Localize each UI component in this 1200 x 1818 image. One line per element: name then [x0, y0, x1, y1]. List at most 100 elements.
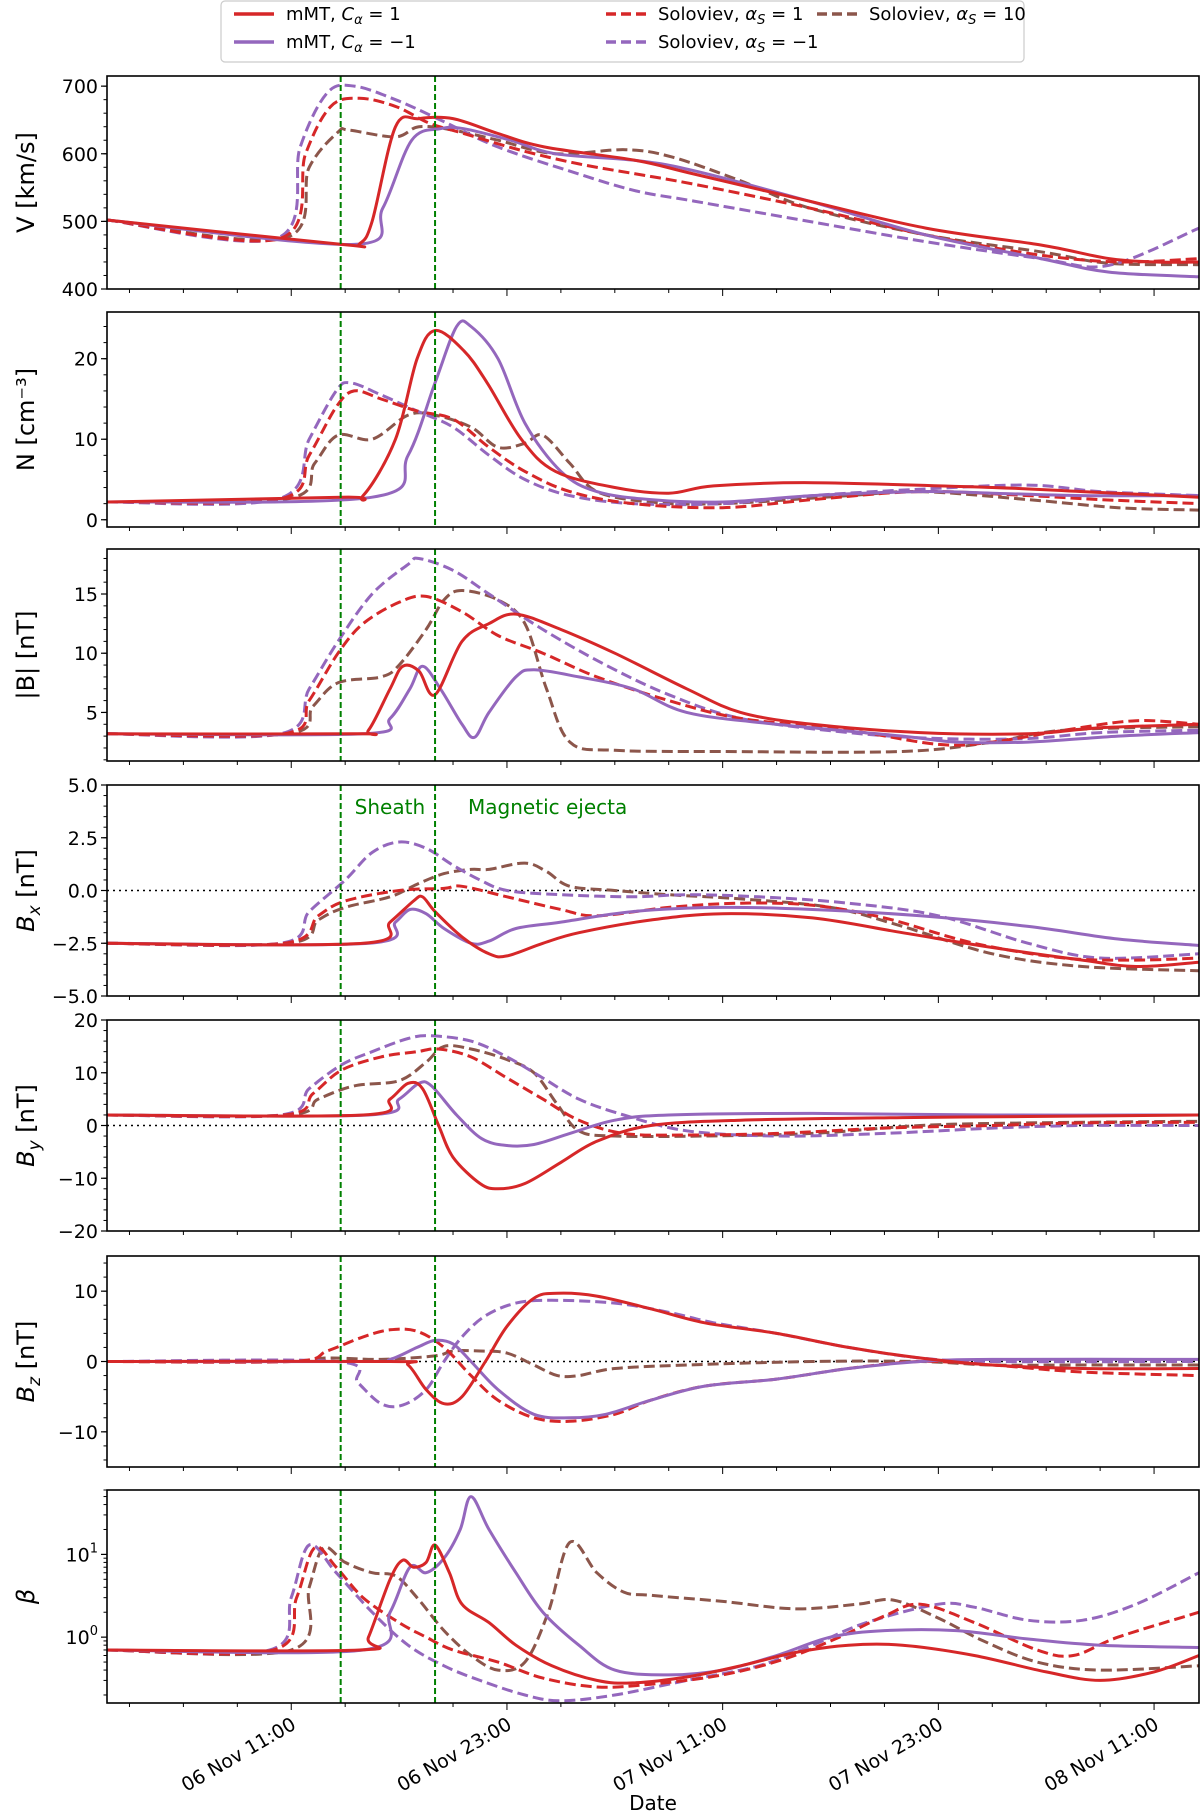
series-line-mmt_m1: [107, 1338, 1199, 1420]
legend-value: = 1: [765, 4, 803, 25]
series-line-mmt_p1: [107, 894, 1199, 969]
x-axis-label: Date: [629, 1791, 677, 1814]
legend-subscript: S: [968, 13, 976, 28]
series-group: [107, 1034, 1199, 1191]
series-line-mmt_p1: [107, 1543, 1199, 1685]
legend-subscript: α: [354, 13, 363, 28]
y-tick-label: 0: [86, 1116, 98, 1138]
series-group: [107, 1291, 1199, 1423]
y-label-unit: [nT]: [12, 1084, 40, 1140]
y-label-subscript: y: [25, 1139, 45, 1151]
y-tick-label: 5: [86, 702, 98, 724]
y-label-main: B: [12, 915, 40, 931]
panel-3: −5.0 −2.5 0.0 2.5 5.0 Bx [nT] Sheath Magnetic e…: [12, 775, 1200, 1008]
series-line-sol_m1: [107, 83, 1199, 269]
x-tick-label: 08 Nov 11:00: [1041, 1713, 1163, 1796]
y-label-unit: [nT]: [12, 1321, 40, 1377]
y-tick-base: 10: [66, 1544, 90, 1566]
legend-prefix: Soloviev,: [658, 32, 745, 53]
series-line-sol_p1: [107, 1047, 1199, 1137]
series-line-mmt_p1: [107, 328, 1199, 504]
legend-item-mmt_m1: mMT, Cα = −1: [234, 32, 416, 56]
legend-prefix: mMT,: [286, 32, 342, 53]
y-tick-label: −20: [58, 1221, 98, 1243]
legend-prefix: mMT,: [286, 4, 342, 25]
y-tick-label: 101: [66, 1541, 98, 1566]
legend-subscript: S: [757, 41, 765, 56]
y-axis-label: N [cm⁻³]: [12, 368, 40, 471]
legend-symbol: α: [745, 32, 757, 53]
legend-subscript: α: [354, 41, 363, 56]
series-line-sol_m1: [107, 1298, 1199, 1409]
sheath-annotation: Sheath: [355, 795, 425, 819]
panel-frame: [106, 548, 1200, 762]
y-label-main: B: [12, 1150, 40, 1166]
y-tick-label: 0: [86, 510, 98, 532]
series-line-mmt_m1: [107, 1080, 1199, 1148]
series-group: [107, 319, 1199, 512]
panel-frame: [106, 311, 1200, 528]
y-tick-label: −2.5: [52, 933, 98, 955]
series-group: [107, 1495, 1199, 1703]
y-tick-exponent: 1: [90, 1541, 98, 1556]
legend-item-sol_m1: Soloviev, αS = −1: [606, 32, 818, 56]
series-line-mmt_p1: [107, 1080, 1199, 1191]
y-tick-label: 20: [74, 349, 98, 371]
series-line-sol_10: [107, 1348, 1199, 1379]
series-line-mmt_m1: [107, 1495, 1199, 1677]
series-line-sol_m1: [107, 840, 1199, 960]
legend-label: Soloviev, αS = 10: [869, 4, 1026, 28]
y-label-main: B: [12, 1386, 40, 1402]
y-label-main: β: [12, 1589, 40, 1605]
legend-item-sol_10: Soloviev, αS = 10: [817, 4, 1026, 28]
x-tick-label: 07 Nov 11:00: [609, 1713, 731, 1796]
series-line-mmt_m1: [107, 319, 1199, 504]
y-axis-label: Bx [nT]: [12, 849, 45, 932]
series-line-sol_10: [107, 589, 1199, 754]
y-tick-label: 400: [62, 279, 98, 301]
legend-symbol: C: [342, 4, 355, 25]
series-group: [107, 840, 1199, 973]
series-line-sol_10: [107, 1044, 1199, 1139]
legend-prefix: Soloviev,: [658, 4, 745, 25]
series-line-mmt_p1: [107, 1291, 1199, 1406]
y-tick-label: 100: [66, 1624, 98, 1649]
legend-symbol: C: [342, 32, 355, 53]
y-tick-label: 600: [62, 144, 98, 166]
legend-item-mmt_p1: mMT, Cα = 1: [234, 4, 401, 28]
y-tick-label: 15: [74, 584, 98, 606]
panel-1: 0 10 20 N [cm⁻³]: [12, 311, 1200, 534]
legend-value: = −1: [765, 32, 818, 53]
y-tick-label: −5.0: [52, 986, 98, 1008]
panel-5: −10 0 10 Bz [nT]: [12, 1255, 1200, 1474]
series-line-sol_m1: [107, 556, 1199, 741]
x-axis: 06 Nov 11:00 06 Nov 23:00 07 Nov 11:00 07 N…: [178, 1713, 1163, 1815]
legend-box: [220, 0, 1025, 63]
legend-symbol: α: [956, 4, 968, 25]
y-tick-exponent: 0: [90, 1624, 98, 1639]
x-tick-label: 06 Nov 23:00: [394, 1713, 516, 1796]
series-line-sol_m1: [107, 1034, 1199, 1138]
series-group: [107, 556, 1199, 754]
panel-frame: [106, 1019, 1200, 1232]
y-tick-base: 10: [66, 1627, 90, 1649]
legend-value: = 10: [976, 4, 1025, 25]
legend-label: Soloviev, αS = −1: [658, 32, 818, 56]
y-tick-label: 20: [74, 1010, 98, 1032]
x-tick-label: 07 Nov 23:00: [825, 1713, 947, 1796]
series-line-sol_p1: [107, 96, 1199, 264]
series-line-sol_p1: [107, 1327, 1199, 1423]
legend-label: mMT, Cα = 1: [286, 4, 401, 28]
y-label-unit: [nT]: [12, 849, 40, 905]
y-label-subscript: x: [25, 904, 45, 916]
series-line-sol_10: [107, 1539, 1199, 1673]
y-label-unit: [km/s]: [12, 132, 40, 216]
y-label-main: V: [12, 216, 40, 233]
series-line-mmt_m1: [107, 905, 1199, 947]
panel-frame: [106, 1255, 1200, 1468]
x-tick-label: 06 Nov 11:00: [178, 1713, 300, 1796]
y-label-unit: [cm⁻³]: [12, 368, 40, 446]
legend-label: Soloviev, αS = 1: [658, 4, 803, 28]
